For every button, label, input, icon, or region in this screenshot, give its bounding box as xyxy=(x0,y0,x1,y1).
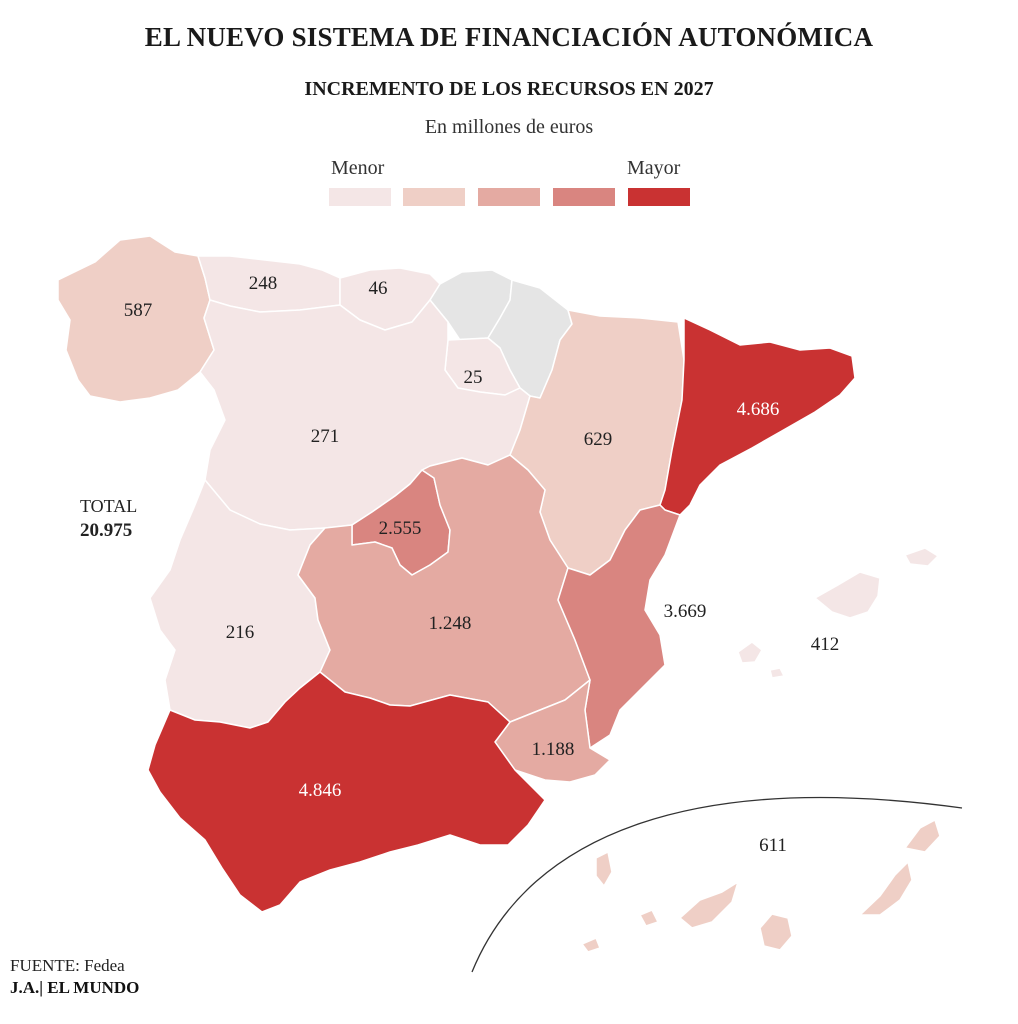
region-canarias-la-gomera[interactable] xyxy=(639,909,659,927)
label-andalucia: 4.846 xyxy=(299,780,342,801)
region-andalucia[interactable] xyxy=(147,671,546,913)
region-canarias-fuerteventura[interactable] xyxy=(859,861,913,916)
label-murcia: 1.188 xyxy=(532,739,575,760)
source-line: FUENTE: Fedea xyxy=(10,956,125,976)
region-canarias-el-hierro[interactable] xyxy=(581,937,601,953)
region-canarias-la-palma[interactable] xyxy=(595,851,613,887)
brand-author: J.A. xyxy=(10,978,40,997)
unit-label: En millones de euros xyxy=(424,116,594,138)
canarias-separator-arc xyxy=(471,796,963,973)
label-asturias: 248 xyxy=(249,273,278,294)
label-galicia: 587 xyxy=(124,300,153,321)
legend-swatch-1 xyxy=(329,188,391,206)
brand-outlet: EL MUNDO xyxy=(47,978,140,997)
total-value: 20.975 xyxy=(80,520,133,541)
region-canarias-tenerife[interactable] xyxy=(679,881,739,929)
region-baleares-mallorca[interactable] xyxy=(814,571,881,619)
region-canarias-lanzarote[interactable] xyxy=(904,819,941,853)
region-baleares-formentera[interactable] xyxy=(769,667,785,679)
region-baleares-menorca[interactable] xyxy=(904,547,939,567)
legend-high-label: Mayor xyxy=(627,157,681,179)
label-canarias: 611 xyxy=(759,835,787,856)
subtitle: INCREMENTO DE LOS RECURSOS EN 2027 xyxy=(304,78,714,100)
label-castilla-leon: 271 xyxy=(311,426,340,447)
brand-line: J.A.| EL MUNDO xyxy=(10,978,140,997)
region-cataluna[interactable] xyxy=(659,317,856,516)
page-title: EL NUEVO SISTEMA DE FINANCIACIÓN AUTONÓM… xyxy=(144,22,874,52)
legend-low-label: Menor xyxy=(331,157,385,179)
legend-swatch-2 xyxy=(403,188,465,206)
legend-swatch-3 xyxy=(478,188,540,206)
region-baleares-ibiza[interactable] xyxy=(737,641,763,664)
label-valencia: 3.669 xyxy=(664,601,707,622)
legend-swatch-5 xyxy=(628,188,690,206)
source-label: FUENTE: xyxy=(10,956,80,975)
label-madrid: 2.555 xyxy=(379,518,422,539)
total-block: TOTAL 20.975 xyxy=(80,494,137,543)
source-text: Fedea xyxy=(84,956,125,975)
label-aragon: 629 xyxy=(584,429,613,450)
label-la-rioja: 25 xyxy=(464,367,483,388)
label-castilla-la-mancha: 1.248 xyxy=(429,613,472,634)
region-valencia[interactable] xyxy=(557,504,681,749)
label-cantabria: 46 xyxy=(369,278,388,299)
label-extremadura: 216 xyxy=(226,622,255,643)
label-baleares: 412 xyxy=(811,634,840,655)
label-cataluna: 4.686 xyxy=(737,399,780,420)
legend-swatch-4 xyxy=(553,188,615,206)
region-canarias-gran-canaria[interactable] xyxy=(759,913,793,951)
total-label: TOTAL xyxy=(80,496,138,516)
